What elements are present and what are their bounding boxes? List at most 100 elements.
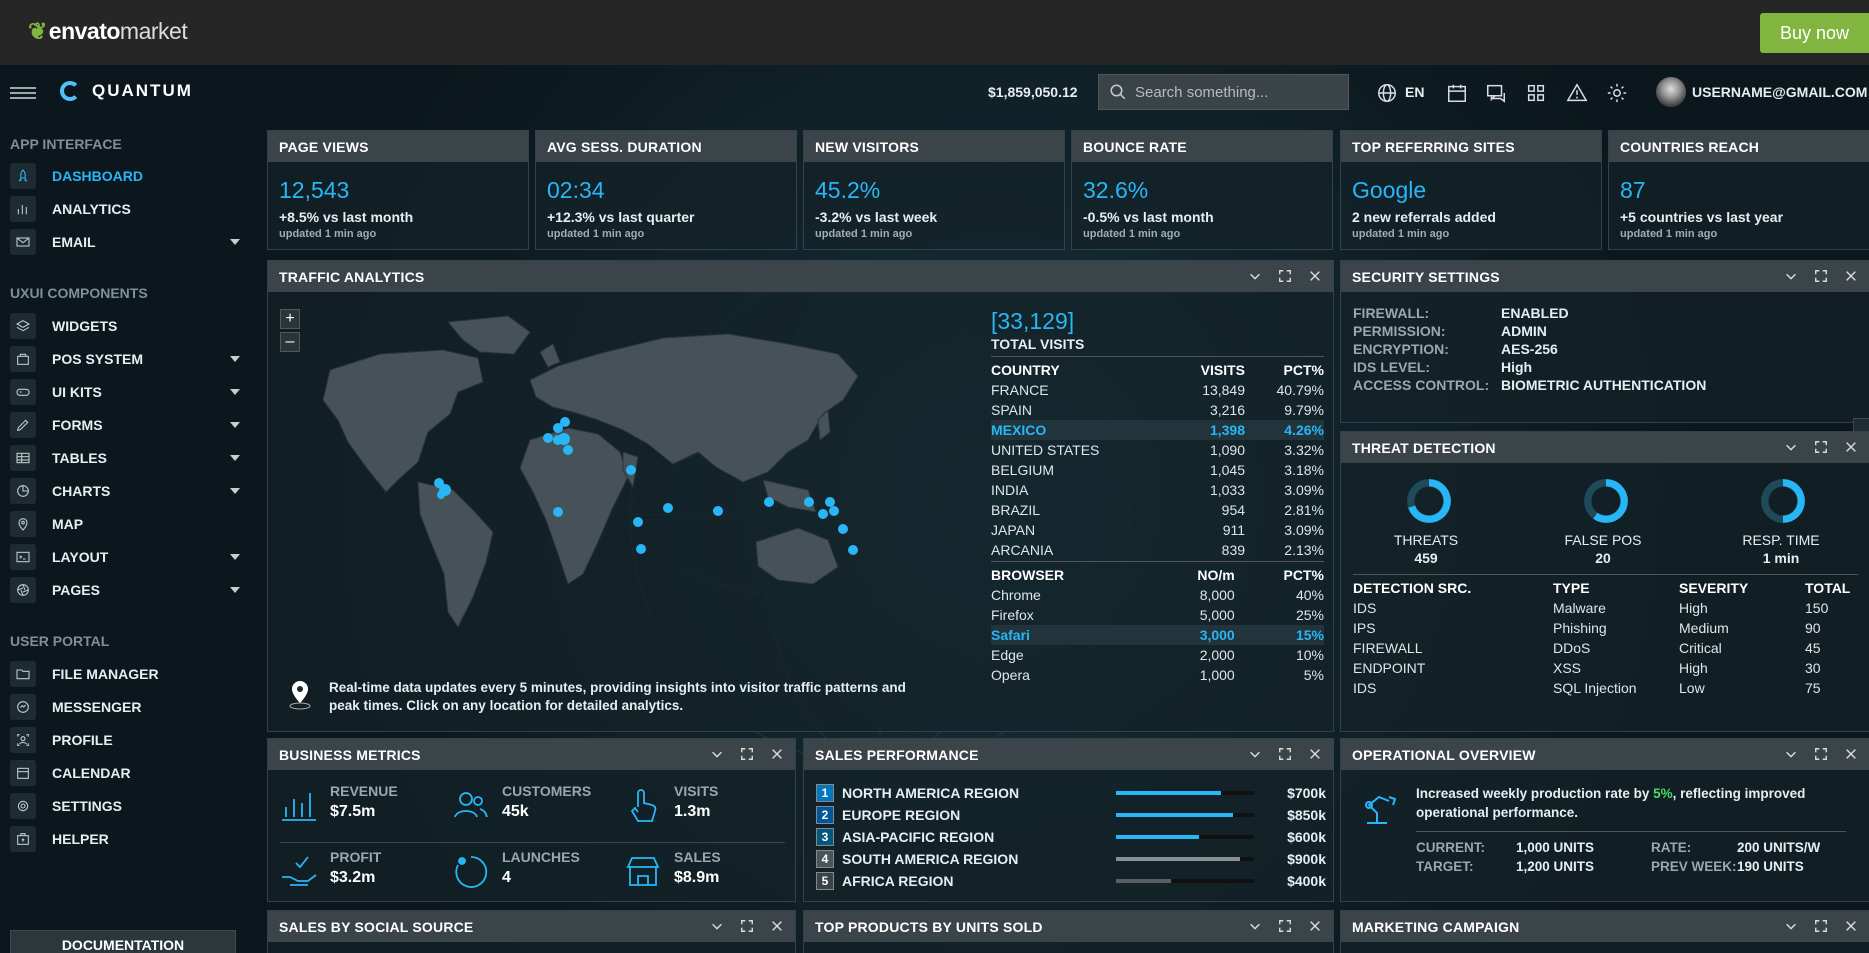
language-selector[interactable]: EN [1405, 84, 1425, 100]
close-icon[interactable] [1843, 268, 1859, 284]
sidebar-item-analytics[interactable]: ANALYTICS [10, 195, 240, 223]
region-row[interactable]: 5 AFRICA REGION $400k [816, 871, 1326, 891]
region-bar-fill [1116, 835, 1199, 839]
collapse-chevron-icon[interactable] [1783, 439, 1799, 455]
sidebar-item-file-manager[interactable]: FILE MANAGER [10, 660, 240, 688]
table-row[interactable]: IPS Phishing Medium 90 [1353, 618, 1858, 638]
sidebar-item-pos-system[interactable]: POS SYSTEM [10, 345, 240, 373]
table-row[interactable]: IDS SQL Injection Low 75 [1353, 678, 1858, 698]
metric-customers: CUSTOMERS 45k [452, 783, 622, 839]
close-icon[interactable] [1843, 918, 1859, 934]
alert-icon[interactable] [1565, 81, 1589, 105]
fullscreen-icon[interactable] [1277, 268, 1293, 284]
table-row[interactable]: ARCANIA 839 2.13% [991, 540, 1324, 560]
collapse-chevron-icon[interactable] [1783, 268, 1799, 284]
table-row[interactable]: JAPAN 911 3.09% [991, 520, 1324, 540]
sidebar-item-calendar[interactable]: CALENDAR [10, 759, 240, 787]
map-zoom-out-button[interactable]: – [280, 332, 300, 352]
documentation-button[interactable]: DOCUMENTATION [10, 930, 236, 953]
close-icon[interactable] [1843, 746, 1859, 762]
sidebar-item-messenger[interactable]: MESSENGER [10, 693, 240, 721]
metric-value: $8.9m [674, 869, 720, 886]
calendar-icon[interactable] [1445, 81, 1469, 105]
table-row-highlighted[interactable]: Safari 3,000 15% [991, 625, 1324, 645]
sidebar-item-charts[interactable]: CHARTS [10, 477, 240, 505]
security-labels: FIREWALL: PERMISSION: ENCRYPTION: IDS LE… [1353, 304, 1489, 394]
table-row[interactable]: SPAIN 3,216 9.79% [991, 400, 1324, 420]
collapse-chevron-icon[interactable] [709, 918, 725, 934]
sidebar-item-map[interactable]: MAP [10, 510, 240, 538]
fullscreen-icon[interactable] [1813, 746, 1829, 762]
sidebar-item-settings[interactable]: SETTINGS [10, 792, 240, 820]
table-row[interactable]: FRANCE 13,849 40.79% [991, 380, 1324, 400]
column-header: BROWSER [991, 567, 1065, 583]
stat-value: 32.6% [1083, 177, 1149, 203]
close-icon[interactable] [1307, 918, 1323, 934]
sidebar-item-dashboard[interactable]: DASHBOARD [10, 162, 240, 190]
prev-week-label: PREV WEEK: [1651, 859, 1737, 874]
fullscreen-icon[interactable] [1813, 439, 1829, 455]
fullscreen-icon[interactable] [739, 746, 755, 762]
close-icon[interactable] [1843, 439, 1859, 455]
chat-icon[interactable] [1484, 81, 1508, 105]
sidebar-item-pages[interactable]: PAGES [10, 576, 240, 604]
table-row[interactable]: IDS Malware High 150 [1353, 598, 1858, 618]
search-input[interactable] [1135, 83, 1335, 101]
table-row[interactable]: Opera 1,000 5% [991, 665, 1324, 685]
table-row[interactable]: ENDPOINT XSS High 30 [1353, 658, 1858, 678]
table-row[interactable]: Edge 2,000 10% [991, 645, 1324, 665]
collapse-chevron-icon[interactable] [1247, 918, 1263, 934]
fullscreen-icon[interactable] [739, 918, 755, 934]
table-row[interactable]: BELGIUM 1,045 3.18% [991, 460, 1324, 480]
close-icon[interactable] [1307, 268, 1323, 284]
fullscreen-icon[interactable] [1277, 746, 1293, 762]
collapse-chevron-icon[interactable] [1247, 268, 1263, 284]
stat-value: 87 [1620, 177, 1646, 203]
apps-grid-icon[interactable] [1524, 81, 1548, 105]
table-row[interactable]: FIREWALL DDoS Critical 45 [1353, 638, 1858, 658]
sidebar-item-helper[interactable]: HELPER [10, 825, 240, 853]
buy-now-button[interactable]: Buy now [1760, 13, 1869, 53]
sidebar-item-tables[interactable]: TABLES [10, 444, 240, 472]
table-row[interactable]: UNITED STATES 1,090 3.32% [991, 440, 1324, 460]
close-icon[interactable] [769, 746, 785, 762]
globe-icon[interactable] [1375, 81, 1399, 105]
sidebar-item-widgets[interactable]: WIDGETS [10, 312, 240, 340]
sidebar-item-email[interactable]: EMAIL [10, 228, 240, 256]
collapse-chevron-icon[interactable] [1783, 746, 1799, 762]
brand[interactable]: QUANTUM [60, 81, 193, 101]
region-bar [1116, 791, 1254, 795]
search-box[interactable] [1098, 74, 1349, 110]
hamburger-menu-icon[interactable] [10, 87, 36, 99]
sidebar-item-layout[interactable]: LAYOUT [10, 543, 240, 571]
settings-gear-icon[interactable] [1605, 81, 1629, 105]
table-row-highlighted[interactable]: MEXICO 1,398 4.26% [991, 420, 1324, 440]
close-icon[interactable] [769, 918, 785, 934]
collapse-chevron-icon[interactable] [709, 746, 725, 762]
map-zoom-in-button[interactable]: + [280, 309, 300, 329]
table-row[interactable]: BRAZIL 954 2.81% [991, 500, 1324, 520]
table-row[interactable]: Firefox 5,000 25% [991, 605, 1324, 625]
gauge-value: 20 [1595, 550, 1611, 566]
collapse-chevron-icon[interactable] [1247, 746, 1263, 762]
region-row[interactable]: 2 EUROPE REGION $850k [816, 805, 1326, 825]
envato-logo[interactable]: ❦envatomarket [28, 18, 188, 45]
fullscreen-icon[interactable] [1813, 268, 1829, 284]
region-row[interactable]: 3 ASIA-PACIFIC REGION $600k [816, 827, 1326, 847]
table-row[interactable]: INDIA 1,033 3.09% [991, 480, 1324, 500]
region-row[interactable]: 1 NORTH AMERICA REGION $700k [816, 783, 1326, 803]
region-row[interactable]: 4 SOUTH AMERICA REGION $900k [816, 849, 1326, 869]
user-menu[interactable]: USERNAME@GMAIL.COM [1656, 77, 1867, 107]
setting-label: ACCESS CONTROL: [1353, 377, 1490, 393]
sidebar-item-profile[interactable]: PROFILE [10, 726, 240, 754]
collapse-chevron-icon[interactable] [1783, 918, 1799, 934]
world-map[interactable] [268, 292, 968, 692]
sidebar-item-ui-kits[interactable]: UI KITS [10, 378, 240, 406]
fullscreen-icon[interactable] [1277, 918, 1293, 934]
sidebar-item-forms[interactable]: FORMS [10, 411, 240, 439]
close-icon[interactable] [1307, 746, 1323, 762]
stat-value: Google [1352, 177, 1427, 203]
fullscreen-icon[interactable] [1813, 918, 1829, 934]
table-row[interactable]: Chrome 8,000 40% [991, 585, 1324, 605]
panel-header: SECURITY SETTINGS [1341, 261, 1869, 292]
